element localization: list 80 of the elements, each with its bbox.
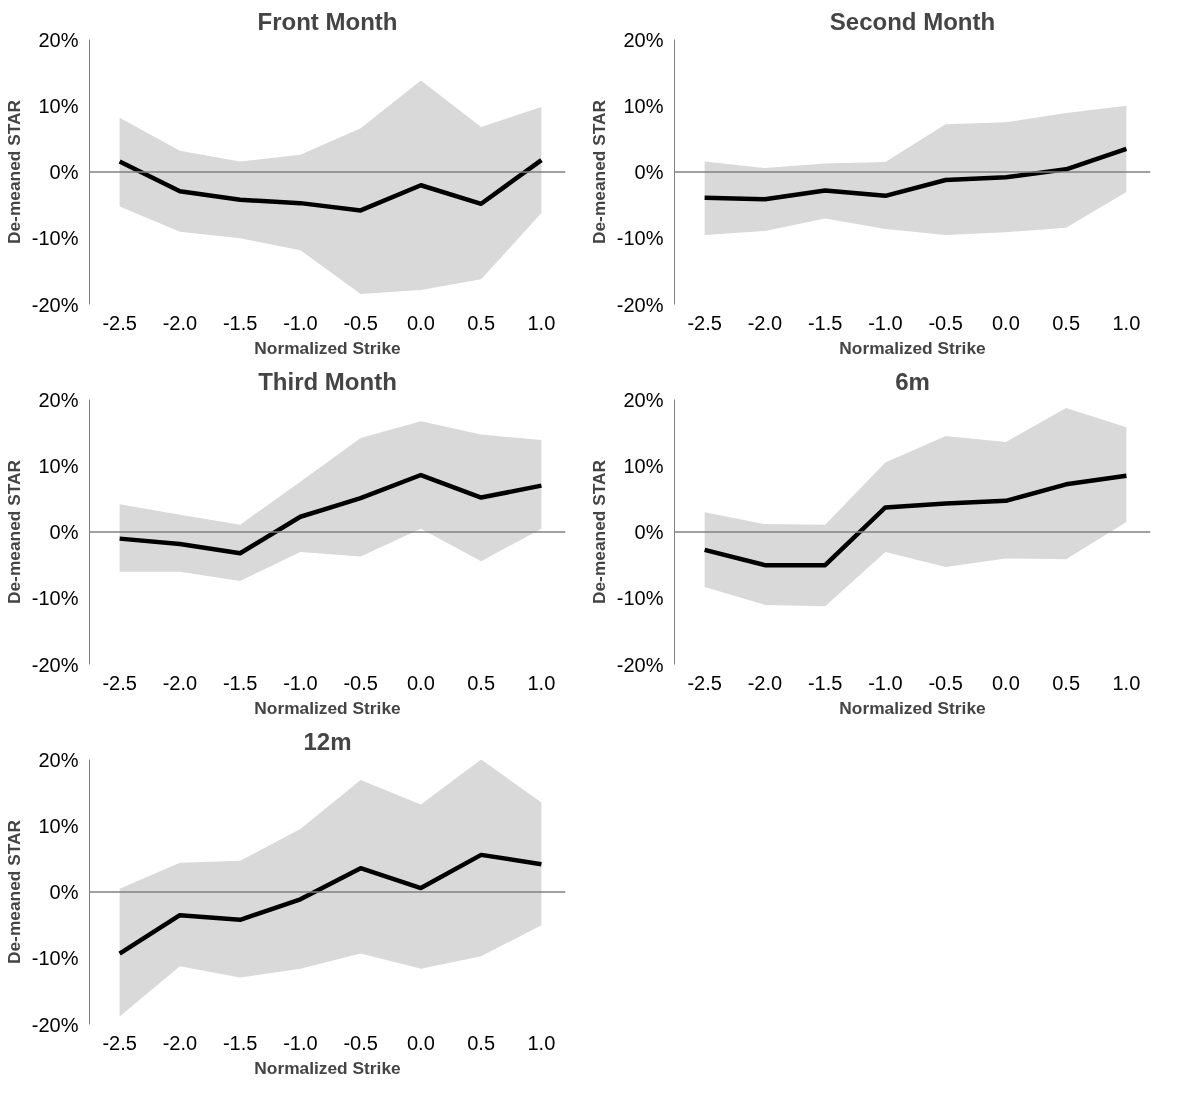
x-tick-label: -1.5: [807, 311, 843, 334]
x-tick-label: -2.5: [102, 1031, 137, 1054]
x-tick-label: -1.0: [868, 671, 903, 694]
x-tick-label: 0.5: [1052, 311, 1081, 334]
x-tick-label: -2.5: [102, 671, 137, 694]
x-tick-label: -0.5: [343, 671, 378, 694]
chart-title: Front Month: [257, 7, 398, 35]
y-tick-label: 20%: [38, 388, 79, 411]
x-tick-label: -2.0: [747, 311, 783, 334]
x-tick-label: -1.0: [868, 311, 903, 334]
x-tick-label: 0.0: [406, 671, 435, 694]
x-tick-label: 1.0: [527, 671, 556, 694]
y-axis-title: De-meaned STAR: [588, 459, 609, 605]
y-axis-title: De-meaned STAR: [3, 819, 24, 965]
y-tick-label: 10%: [623, 454, 664, 477]
x-tick-label: 1.0: [527, 1031, 556, 1054]
y-tick-label: 0%: [49, 881, 79, 903]
x-tick-label: -2.0: [162, 671, 198, 694]
chart-title: Third Month: [258, 367, 397, 395]
y-tick-label: 10%: [623, 94, 664, 117]
x-tick-label: 0.5: [467, 311, 496, 334]
y-tick-label: -20%: [31, 293, 79, 316]
x-axis-title: Normalized Strike: [839, 697, 987, 718]
x-tick-label: -2.0: [747, 671, 783, 694]
x-tick-label: -0.5: [343, 1031, 378, 1054]
y-tick-label: 20%: [623, 388, 664, 411]
x-tick-label: 0.0: [406, 311, 435, 334]
x-tick-label: 0.5: [467, 671, 496, 694]
x-tick-label: -2.5: [687, 671, 722, 694]
x-tick-label: -1.5: [222, 311, 258, 334]
y-tick-label: -10%: [31, 227, 79, 250]
y-tick-label: -10%: [31, 947, 79, 970]
x-tick-label: -1.5: [222, 1031, 258, 1054]
y-axis-title: De-meaned STAR: [3, 99, 24, 245]
chart-title: 12m: [303, 727, 352, 755]
x-axis-title: Normalized Strike: [839, 337, 987, 358]
x-tick-label: -2.5: [687, 311, 722, 334]
x-tick-label: -0.5: [928, 311, 963, 334]
y-tick-label: 10%: [38, 94, 79, 117]
chart-title: 6m: [895, 367, 930, 395]
chart-title: Second Month: [829, 7, 996, 35]
x-tick-label: 0.5: [467, 1031, 496, 1054]
x-tick-label: -1.0: [283, 1031, 318, 1054]
y-axis-title: De-meaned STAR: [3, 459, 24, 605]
x-tick-label: -1.5: [807, 671, 843, 694]
y-tick-label: 0%: [634, 161, 664, 183]
x-tick-label: -1.0: [283, 671, 318, 694]
x-tick-label: -2.0: [162, 311, 198, 334]
y-tick-label: 0%: [634, 521, 664, 543]
x-tick-label: -1.5: [222, 671, 258, 694]
x-axis-title: Normalized Strike: [254, 1057, 402, 1078]
x-tick-label: 1.0: [527, 311, 556, 334]
y-tick-label: -10%: [616, 587, 664, 610]
x-tick-label: -2.0: [162, 1031, 198, 1054]
y-tick-label: -20%: [616, 653, 664, 676]
x-tick-label: 0.0: [991, 671, 1020, 694]
x-tick-label: -1.0: [283, 311, 318, 334]
y-tick-label: -20%: [31, 653, 79, 676]
y-tick-label: -10%: [616, 227, 664, 250]
x-tick-label: -2.5: [102, 311, 137, 334]
y-tick-label: 10%: [38, 454, 79, 477]
x-tick-label: -0.5: [343, 311, 378, 334]
y-axis-title: De-meaned STAR: [588, 99, 609, 245]
y-tick-label: 0%: [49, 161, 79, 183]
y-tick-label: 20%: [623, 28, 664, 51]
y-tick-label: 10%: [38, 814, 79, 837]
x-tick-label: 0.0: [991, 311, 1020, 334]
y-tick-label: -20%: [616, 293, 664, 316]
x-tick-label: 0.5: [1052, 671, 1081, 694]
x-axis-title: Normalized Strike: [254, 697, 402, 718]
x-axis-title: Normalized Strike: [254, 337, 402, 358]
y-tick-label: -20%: [31, 1013, 79, 1036]
x-tick-label: -0.5: [928, 671, 963, 694]
y-tick-label: 20%: [38, 28, 79, 51]
x-tick-label: 0.0: [406, 1031, 435, 1054]
y-tick-label: -10%: [31, 587, 79, 610]
y-tick-label: 0%: [49, 521, 79, 543]
x-tick-label: 1.0: [1112, 671, 1141, 694]
x-tick-label: 1.0: [1112, 311, 1141, 334]
y-tick-label: 20%: [38, 748, 79, 771]
